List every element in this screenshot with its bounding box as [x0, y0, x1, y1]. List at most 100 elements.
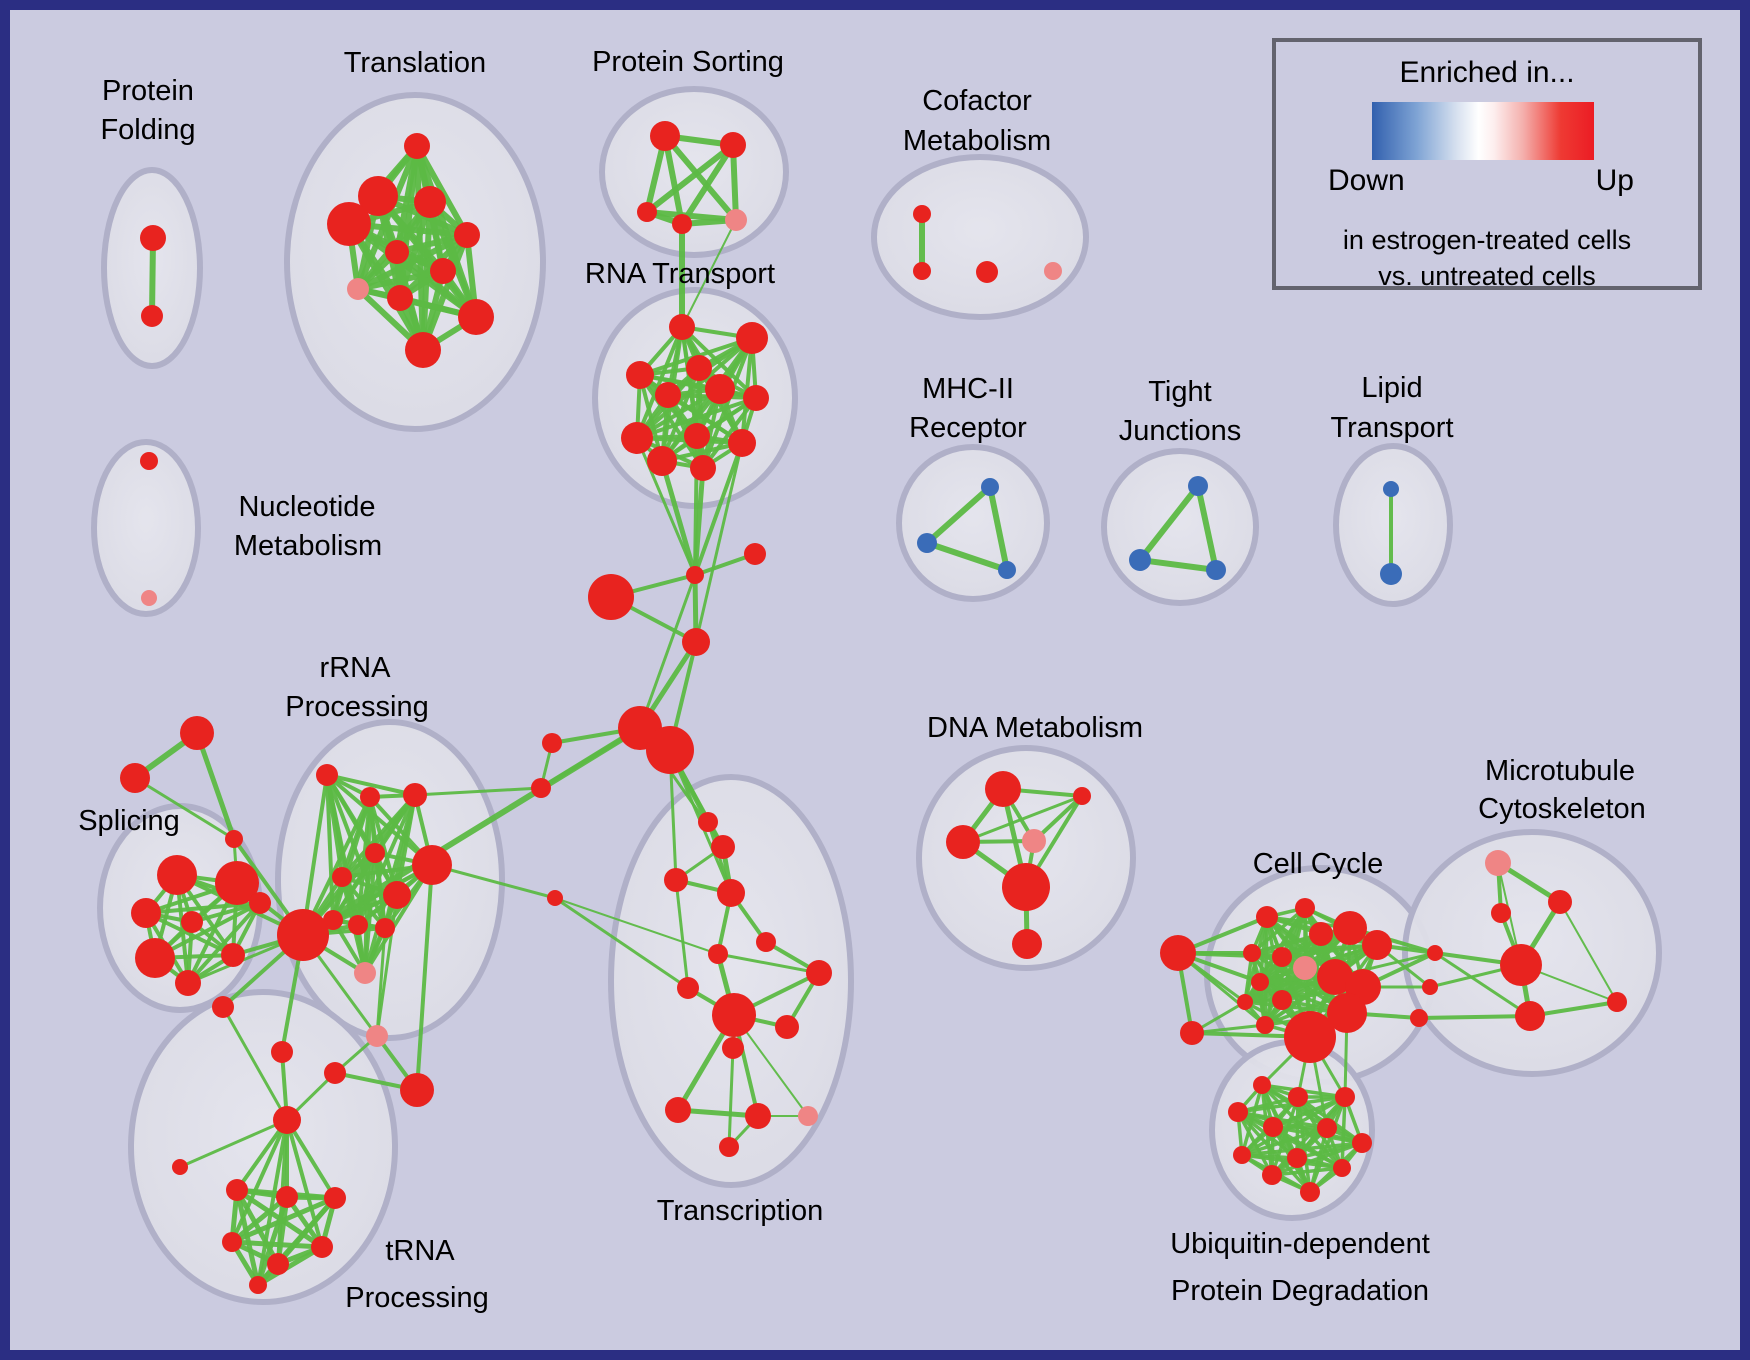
gene-set-node: [1012, 929, 1042, 959]
edge-protein_folding: [149, 235, 156, 319]
cluster-translation: [327, 133, 494, 368]
gene-set-node: [736, 322, 768, 354]
edge-ubiquitin: [1240, 1126, 1329, 1157]
gene-set-node: [1485, 850, 1511, 876]
edge-link-rna_transport-chain: [635, 436, 697, 577]
gene-set-node: [1607, 992, 1627, 1012]
gene-set-node: [414, 186, 446, 218]
gene-set-node: [1309, 922, 1333, 946]
cluster-nucleotide: [140, 452, 158, 606]
edge-rna_transport: [701, 396, 758, 470]
cluster-cell_cycle: [1160, 898, 1392, 1063]
gene-set-node: [708, 944, 728, 964]
gene-set-node: [1383, 481, 1399, 497]
gene-set-node: [985, 771, 1021, 807]
legend-subtitle-1: in estrogen-treated cells: [1342, 225, 1632, 255]
gene-set-node: [324, 1187, 346, 1209]
legend-subtitle-2: vs. untreated cells: [1378, 261, 1596, 291]
gene-set-node: [719, 1137, 739, 1157]
gene-set-node: [375, 918, 395, 938]
gene-set-node: [141, 305, 163, 327]
edge-mhc: [924, 540, 1010, 573]
edge-splicing: [186, 901, 262, 985]
gene-set-node: [454, 222, 480, 248]
edge-link-chain-rrna: [413, 786, 543, 797]
gene-set-node: [1288, 1087, 1308, 1107]
gene-set-node: [458, 299, 494, 335]
gene-set-node: [385, 240, 409, 264]
gene-set-node: [717, 879, 745, 907]
gene-set-node: [215, 861, 259, 905]
edge-transcription: [674, 878, 690, 990]
cluster-tight: [1129, 476, 1226, 580]
gene-set-node: [686, 566, 704, 584]
gene-set-node: [180, 716, 214, 750]
legend-title: Enriched in...: [1399, 56, 1575, 89]
gene-set-node: [531, 778, 551, 798]
edge-link-chain-transcription: [554, 897, 719, 955]
gene-set-node: [1262, 1165, 1282, 1185]
gene-set-node: [745, 1103, 771, 1129]
cluster-label-trna: tRNA: [385, 1235, 455, 1267]
edge-cell_cycle: [1280, 943, 1379, 959]
edge-mhc: [987, 484, 1010, 573]
gene-set-node: [1002, 863, 1050, 911]
edge-translation: [355, 268, 446, 292]
gene-set-node: [1243, 944, 1261, 962]
gene-set-node: [1251, 973, 1269, 991]
gene-set-node: [405, 332, 441, 368]
gene-set-node: [430, 258, 456, 284]
edge-cell_cycle: [1250, 906, 1307, 955]
gene-set-node: [222, 1232, 242, 1252]
cluster-label-microtubule: Microtubule: [1485, 755, 1635, 787]
cluster-label-ubiquitin: Ubiquitin-dependent: [1170, 1228, 1430, 1260]
gene-set-node: [690, 455, 716, 481]
edge-transcription: [727, 1046, 735, 1149]
edge-microtubule: [1417, 1014, 1532, 1020]
gene-set-node: [1237, 994, 1253, 1010]
gene-set-node: [1548, 890, 1572, 914]
edge-ubiquitin: [1240, 1141, 1364, 1157]
gene-set-node: [249, 892, 271, 914]
edge-trna: [255, 1244, 325, 1288]
gene-set-node: [1256, 1016, 1274, 1034]
gene-set-node: [1380, 563, 1402, 585]
gene-set-node: [1256, 906, 1278, 928]
gene-set-node: [1160, 935, 1196, 971]
gene-set-node: [1044, 262, 1062, 280]
gene-set-node: [1352, 1133, 1372, 1153]
cluster-label-lipid: Transport: [1330, 412, 1453, 444]
cluster-label-tight: Tight: [1148, 376, 1211, 408]
cluster-ubiquitin: [1228, 1076, 1372, 1202]
gene-set-node: [1272, 947, 1292, 967]
gene-set-node: [277, 909, 329, 961]
gene-set-node: [728, 429, 756, 457]
cluster-lipid: [1380, 481, 1402, 585]
edge-link-rna_transport-chain: [659, 458, 698, 578]
legend-axis-row: Down Up: [1276, 164, 1698, 198]
edge-link-rrna-chain: [430, 863, 557, 900]
cluster-ellipse-tight: [1101, 448, 1259, 606]
gene-set-node: [1073, 787, 1091, 805]
edge-link-protein_sorting-rna_transport: [681, 219, 737, 328]
gene-set-node: [383, 881, 411, 909]
edge-tight: [1195, 483, 1219, 573]
edge-trna: [229, 1194, 290, 1245]
edge-splicing: [194, 730, 237, 842]
gene-set-node: [1180, 1021, 1204, 1045]
gene-set-node: [684, 423, 710, 449]
edge-link-rrna-trna: [285, 1118, 324, 1249]
cluster-mhc: [917, 478, 1016, 579]
gene-set-node: [1022, 829, 1046, 853]
edge-link-rrna-trna: [230, 1118, 289, 1244]
gene-set-node: [946, 825, 980, 859]
gene-set-node: [404, 133, 430, 159]
gene-set-node: [1422, 979, 1438, 995]
legend-up-label: Up: [1595, 164, 1634, 197]
gene-set-node: [698, 812, 718, 832]
gene-set-node: [705, 374, 735, 404]
cluster-label-protein_folding: Protein: [102, 75, 194, 107]
edge-rrna: [325, 773, 434, 867]
gene-set-node: [140, 452, 158, 470]
